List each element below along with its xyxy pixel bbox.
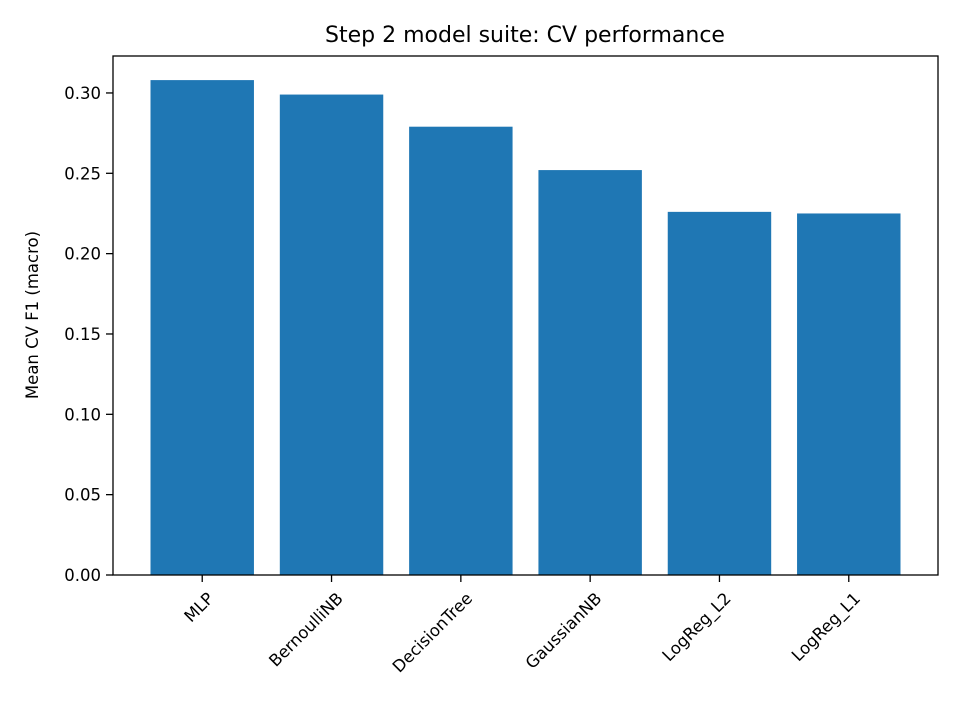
bar-bernoullinb xyxy=(279,94,384,575)
y-tick-label: 0.10 xyxy=(64,405,101,424)
y-tick-label: 0.15 xyxy=(64,325,101,344)
bars-group xyxy=(150,80,901,575)
x-tick-label: LogReg_L2 xyxy=(659,589,736,666)
y-axis-label: Mean CV F1 (macro) xyxy=(23,231,42,399)
x-tick-label: BernoulliNB xyxy=(265,589,347,671)
x-tick-label: MLP xyxy=(180,589,217,626)
y-tick-label: 0.20 xyxy=(64,245,101,264)
x-tick-label: GaussianNB xyxy=(522,589,606,673)
bar-decisiontree xyxy=(409,126,513,575)
y-tick-label: 0.30 xyxy=(64,84,101,103)
bar-mlp xyxy=(150,80,254,575)
y-tick-label: 0.05 xyxy=(64,486,101,505)
bar-gaussiannb xyxy=(538,170,642,575)
bar-logreg-l1 xyxy=(797,213,901,575)
x-axis: MLP BernoulliNB DecisionTree GaussianNB LogR… xyxy=(180,575,865,676)
x-tick-label: LogReg_L1 xyxy=(788,589,865,666)
y-tick-label: 0.00 xyxy=(64,566,101,585)
plot-frame xyxy=(112,55,939,576)
bar-logreg-l2 xyxy=(667,211,772,575)
chart-title: Step 2 model suite: CV performance xyxy=(325,23,725,48)
x-tick-label: DecisionTree xyxy=(389,589,476,676)
y-tick-label: 0.25 xyxy=(64,164,101,183)
y-axis: 0.00 0.05 0.10 0.15 0.20 0.25 0.30 xyxy=(64,84,113,585)
